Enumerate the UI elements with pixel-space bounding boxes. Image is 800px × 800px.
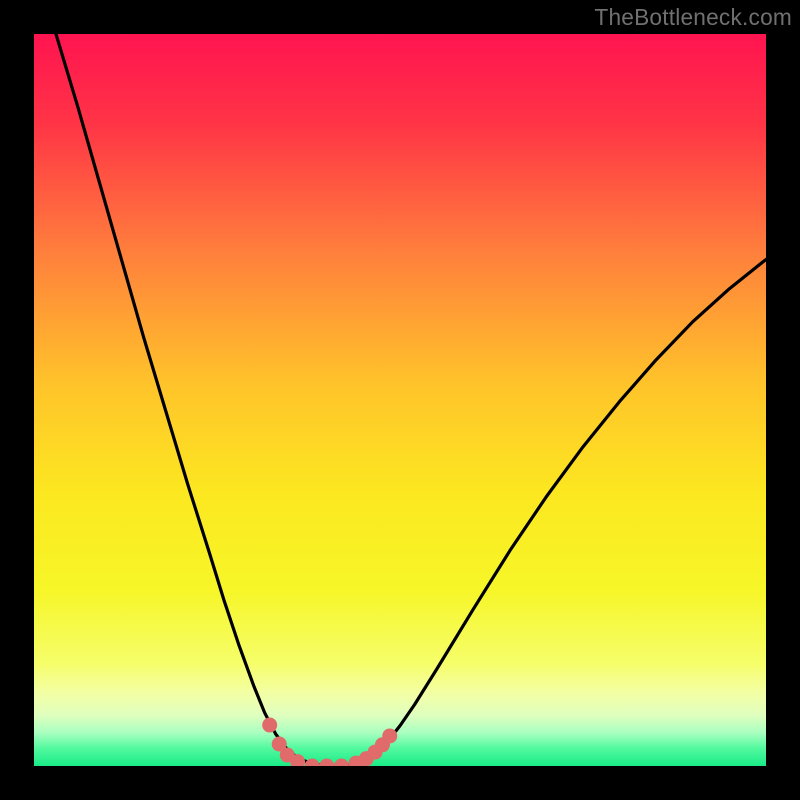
watermark-text: TheBottleneck.com bbox=[594, 4, 792, 31]
data-dot bbox=[305, 759, 320, 767]
data-dot bbox=[262, 718, 277, 733]
plot-area bbox=[34, 34, 766, 766]
data-dot bbox=[319, 759, 334, 767]
data-dots bbox=[262, 718, 397, 766]
data-dot bbox=[334, 759, 349, 767]
data-dot bbox=[382, 728, 397, 743]
bottleneck-curve bbox=[56, 34, 766, 766]
curve-layer bbox=[34, 34, 766, 766]
chart-stage: TheBottleneck.com bbox=[0, 0, 800, 800]
